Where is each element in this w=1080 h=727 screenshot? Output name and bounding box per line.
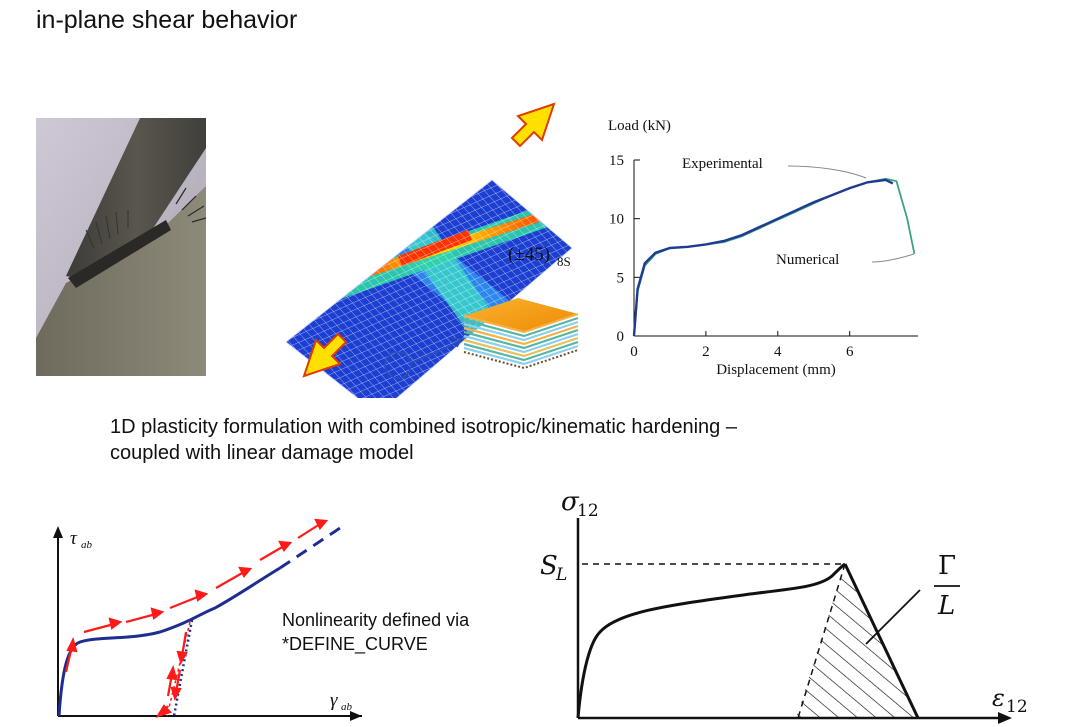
gamma-label-sub: ab (341, 701, 353, 713)
x-tick-label: 0 (630, 344, 638, 360)
series-line-experimental (632, 178, 894, 337)
x-tick-label: 4 (774, 344, 782, 360)
body-line-2: coupled with linear damage model (110, 442, 414, 464)
y-axis-label: Load (kN) (608, 118, 671, 134)
annotation-numerical-arrow (871, 253, 915, 263)
y-tick-label: 5 (617, 270, 625, 286)
annotation-numerical: Numerical (776, 252, 839, 268)
y-tick-label: 15 (609, 153, 624, 169)
slide-title: in-plane shear behavior (36, 6, 298, 34)
strength-label-sub: L (555, 565, 567, 585)
tension-arrow-down-icon (302, 332, 348, 378)
specimen-photo (36, 118, 206, 376)
annotation-experimental-arrow (787, 165, 867, 179)
annotation-experimental: Experimental (682, 156, 763, 172)
y-tick-label: 0 (617, 329, 625, 345)
series-line-numerical (633, 177, 916, 337)
x-axis-label: Displacement (mm) (716, 362, 836, 378)
epsilon-label-sub: 12 (1006, 697, 1028, 717)
energy-numerator: Γ (938, 551, 956, 581)
note-text: Nonlinearity defined via *DEFINE_CURVE (282, 608, 469, 656)
tau-gamma-sketch: τ ab γ ab (53, 518, 362, 721)
tau-label: τ (70, 528, 78, 549)
note-line-1: Nonlinearity defined via (282, 610, 470, 630)
gamma-label: γ (330, 690, 338, 711)
laminate-block (463, 298, 579, 370)
tension-arrow-up-icon (510, 102, 556, 148)
load-displacement-chart: 0 2 4 6 0 5 10 15 Load (kN) Displacement (mm) Expe… (608, 118, 918, 378)
body-text: 1D plasticity formulation with combined … (110, 414, 990, 466)
energy-denominator: L (937, 591, 955, 621)
layup-label: (±45) (508, 244, 550, 265)
x-tick-label: 2 (702, 344, 710, 360)
note-line-2: *DEFINE_CURVE (282, 634, 428, 654)
fe-shear-model: (±45) 8S (285, 102, 579, 398)
y-tick-label: 10 (609, 212, 624, 228)
epsilon-label: ε (992, 684, 1005, 712)
sigma-label: σ (561, 487, 580, 517)
x-tick-label: 6 (846, 344, 854, 360)
body-line-1: 1D plasticity formulation with combined … (110, 416, 737, 438)
sigma-label-sub: 12 (577, 501, 599, 521)
strength-label: S (540, 551, 558, 581)
layup-subscript: 8S (557, 254, 571, 269)
sigma-epsilon-sketch: σ 12 ε 12 S L Γ L (540, 487, 1028, 724)
tau-label-sub: ab (81, 539, 93, 551)
zoom-circle (384, 351, 412, 379)
